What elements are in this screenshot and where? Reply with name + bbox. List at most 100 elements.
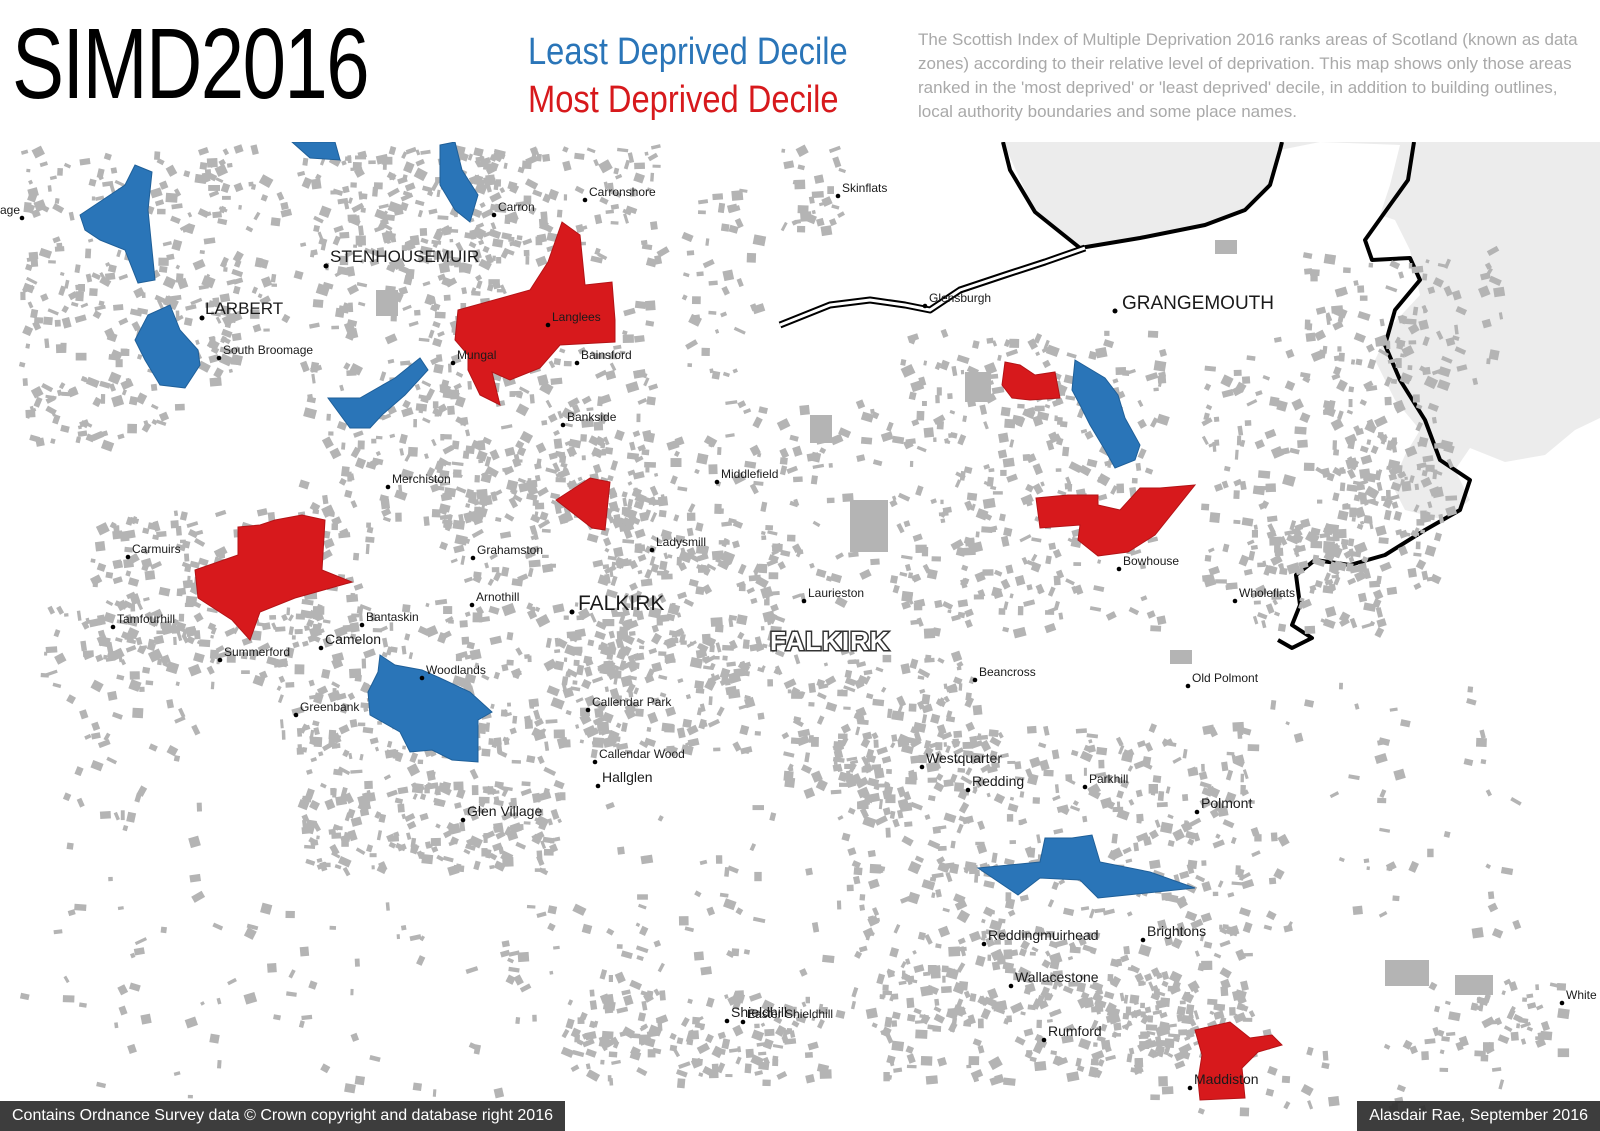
place-dot	[1185, 683, 1191, 689]
place-label: Brightons	[1147, 923, 1206, 939]
place-dot	[922, 303, 928, 309]
most-deprived-area	[1035, 484, 1197, 557]
major-place-label: FALKIRK	[578, 592, 664, 615]
authority-boundary-river-inner	[779, 246, 1086, 327]
place-label: Summerford	[224, 645, 290, 659]
place-label: South Broomage	[223, 343, 313, 357]
place-dot	[569, 609, 575, 615]
place-label: White	[1566, 988, 1597, 1002]
map-description: The Scottish Index of Multiple Deprivati…	[918, 30, 1578, 121]
least-deprived-area	[79, 164, 156, 284]
place-label: Carronshore	[589, 185, 656, 199]
most-deprived-area	[194, 514, 354, 641]
place-dot	[981, 941, 987, 947]
footer-author: Alasdair Rae, September 2016	[1357, 1101, 1600, 1131]
place-dot	[1008, 983, 1014, 989]
footer-attribution: Contains Ordnance Survey data © Crown co…	[0, 1101, 565, 1131]
place-dot	[216, 355, 222, 361]
place-dot	[1559, 1000, 1565, 1006]
place-label: Bankside	[567, 410, 617, 424]
place-label: Glensburgh	[929, 291, 991, 305]
place-label: Beancross	[979, 665, 1036, 679]
place-dot	[469, 602, 475, 608]
place-dot	[801, 598, 807, 604]
place-label: Polmont	[1201, 795, 1252, 811]
place-dot	[1140, 937, 1146, 943]
place-label: Old Polmont	[1192, 671, 1259, 685]
least-deprived-area	[439, 142, 479, 223]
place-label: Rumford	[1048, 1023, 1102, 1039]
authority-boundary	[1001, 142, 1284, 250]
place-dot	[545, 322, 551, 328]
place-label: Grahamston	[477, 543, 543, 557]
least-deprived-area	[291, 142, 341, 161]
place-label: Callendar Park	[592, 695, 672, 709]
place-dot	[359, 622, 365, 628]
map-title: SIMD2016	[12, 8, 370, 120]
major-place-label: LARBERT	[205, 299, 283, 318]
major-place-label: STENHOUSEMUIR	[330, 247, 479, 266]
least-deprived-area	[1071, 359, 1141, 469]
place-label: Easter Shieldhill	[747, 1007, 833, 1021]
place-label: Bowhouse	[1123, 554, 1179, 568]
place-label: Ladysmill	[656, 535, 706, 549]
place-dot	[585, 707, 591, 713]
place-label: Shieldhill	[731, 1004, 787, 1020]
place-label: Arnothill	[476, 590, 519, 604]
place-dot	[724, 1018, 730, 1024]
least-deprived-area	[327, 357, 429, 429]
place-dot	[217, 657, 223, 663]
place-dot	[460, 817, 466, 823]
place-dot	[323, 263, 329, 269]
place-dot	[110, 624, 116, 630]
place-label: Parkhill	[1089, 772, 1128, 786]
place-dot	[125, 554, 131, 560]
legend-least-deprived: Least Deprived Decile	[528, 31, 848, 73]
place-dot	[1194, 809, 1200, 815]
place-dot	[649, 547, 655, 553]
deprivation-map[interactable]: FALKIRK STENHOUSEMUIR LARBERT GRANGEMOUT…	[0, 142, 1600, 1131]
place-dot	[318, 645, 324, 651]
place-label: Langlees	[552, 310, 601, 324]
place-dot	[293, 712, 299, 718]
place-dot	[740, 1019, 746, 1025]
place-dot	[1187, 1085, 1193, 1091]
place-dot	[1082, 784, 1088, 790]
place-dot	[835, 193, 841, 199]
place-labels: age Skinflats Carronshore Carron Glensburgh L…	[0, 181, 1597, 1091]
major-place-labels: STENHOUSEMUIR LARBERT GRANGEMOUTH FALKIR…	[199, 247, 1274, 615]
place-dot	[965, 787, 971, 793]
most-deprived-area	[454, 221, 616, 406]
authority-boundary-shore	[1277, 142, 1472, 650]
least-deprived-areas[interactable]	[79, 142, 1196, 899]
place-label: age	[0, 203, 20, 217]
water-estuary	[1003, 142, 1600, 520]
place-dot	[1232, 598, 1238, 604]
place-label: Carmuirs	[132, 542, 181, 556]
most-deprived-area	[1194, 1021, 1283, 1101]
most-deprived-area	[1001, 361, 1061, 401]
place-dot	[560, 422, 566, 428]
place-label: Wallacestone	[1015, 969, 1099, 985]
least-deprived-area	[976, 834, 1196, 899]
place-label: Greenbank	[300, 700, 360, 714]
place-label: Redding	[972, 773, 1024, 789]
place-label: Mungal	[457, 348, 496, 362]
place-dot	[1041, 1037, 1047, 1043]
place-dot	[574, 360, 580, 366]
place-label: Woodlands	[426, 663, 486, 677]
most-deprived-areas[interactable]	[194, 221, 1283, 1101]
place-label: Hallglen	[602, 769, 653, 785]
most-deprived-area	[555, 477, 611, 531]
place-label: Callendar Wood	[599, 747, 685, 761]
place-dot	[419, 675, 425, 681]
authority-boundary-river	[778, 244, 1087, 329]
place-label: Wholeflats	[1239, 586, 1295, 600]
place-dot	[19, 215, 25, 221]
least-deprived-area	[367, 654, 493, 763]
place-label: Bantaskin	[366, 610, 419, 624]
place-dot	[450, 360, 456, 366]
place-dot	[592, 759, 598, 765]
major-place-label: GRANGEMOUTH	[1122, 293, 1274, 314]
place-dot	[491, 212, 497, 218]
